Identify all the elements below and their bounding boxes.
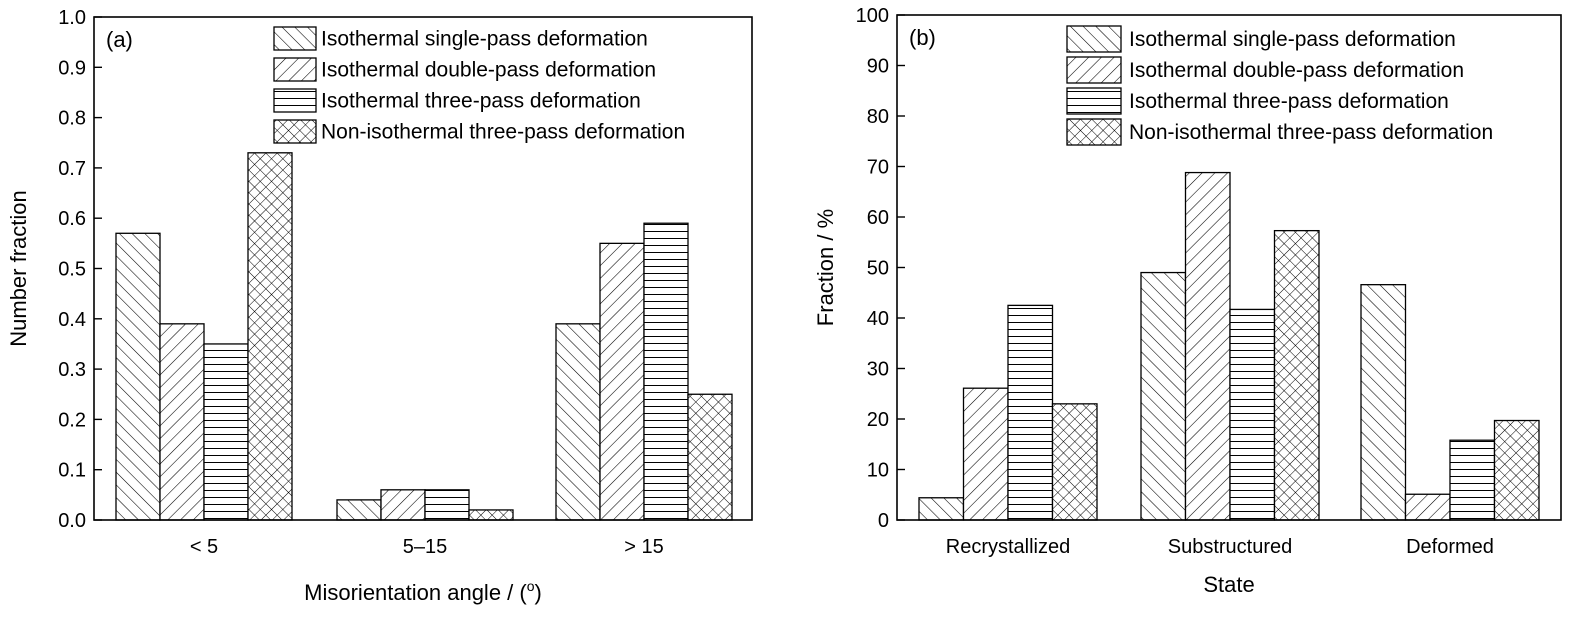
bar bbox=[1007, 304, 1054, 521]
legend-swatch bbox=[1066, 87, 1122, 115]
bar bbox=[1140, 271, 1187, 521]
y-tick-label: 0.8 bbox=[58, 108, 86, 130]
legend-label: Non-isothermal three-pass deformation bbox=[1129, 121, 1493, 144]
y-tick-label: 0 bbox=[878, 510, 889, 532]
bar bbox=[159, 323, 205, 521]
bar bbox=[203, 343, 249, 521]
bar bbox=[643, 222, 689, 521]
y-tick-label: 10 bbox=[867, 460, 889, 482]
legend-swatch bbox=[1066, 118, 1122, 146]
panel-label: (a) bbox=[106, 27, 133, 52]
legend-label: Non-isothermal three-pass deformation bbox=[321, 121, 685, 144]
x-axis-label-superscript: o bbox=[527, 578, 535, 594]
y-tick-label: 0.9 bbox=[58, 57, 86, 79]
bar bbox=[599, 242, 645, 521]
panel-label: (b) bbox=[909, 25, 936, 50]
y-tick-label: 0.2 bbox=[58, 409, 86, 431]
y-tick-label: 1.0 bbox=[58, 7, 86, 29]
bar bbox=[247, 152, 293, 521]
bar bbox=[115, 232, 161, 521]
y-axis-label: Fraction / % bbox=[813, 209, 838, 326]
x-tick-label: > 15 bbox=[624, 536, 663, 558]
bar bbox=[336, 499, 382, 521]
x-axis-label: Misorientation angle / (o) bbox=[304, 578, 542, 605]
y-tick-label: 0.4 bbox=[58, 309, 86, 331]
bar bbox=[918, 497, 965, 521]
legend-label: Isothermal single-pass deformation bbox=[321, 28, 648, 51]
bar bbox=[1404, 493, 1451, 521]
y-tick-label: 0.0 bbox=[58, 510, 86, 532]
x-axis-label-text: Misorientation angle / ( bbox=[304, 580, 527, 605]
y-tick-label: 50 bbox=[867, 258, 889, 280]
x-axis-label: State bbox=[1203, 572, 1254, 597]
legend-label: Isothermal three-pass deformation bbox=[1129, 90, 1449, 113]
y-tick-label: 80 bbox=[867, 106, 889, 128]
y-tick-label: 40 bbox=[867, 308, 889, 330]
y-tick-label: 0.1 bbox=[58, 460, 86, 482]
x-axis-label-close: ) bbox=[535, 580, 542, 605]
bar bbox=[962, 387, 1009, 521]
legend-label: Isothermal single-pass deformation bbox=[1129, 28, 1456, 51]
legend-swatch bbox=[273, 57, 317, 82]
legend-swatch bbox=[273, 119, 317, 144]
panel-b: 0 10 20 30 40 50 60 70 80 90 100 Recrystallized Subs… bbox=[813, 5, 1562, 597]
x-tick-label: 5–15 bbox=[403, 536, 448, 558]
y-axis-label: Number fraction bbox=[6, 190, 31, 347]
bar bbox=[555, 323, 601, 521]
bar bbox=[1449, 439, 1496, 521]
bar bbox=[1273, 229, 1320, 521]
y-tick-label: 30 bbox=[867, 359, 889, 381]
x-tick-label: Deformed bbox=[1406, 536, 1494, 558]
y-tick-label: 60 bbox=[867, 207, 889, 229]
bar bbox=[1493, 419, 1540, 521]
x-tick-label: < 5 bbox=[190, 536, 218, 558]
bar bbox=[424, 489, 470, 521]
legend-swatch bbox=[273, 26, 317, 51]
bar bbox=[380, 489, 426, 521]
y-tick-label: 20 bbox=[867, 409, 889, 431]
y-tick-label: 0.5 bbox=[58, 259, 86, 281]
y-tick-label: 0.7 bbox=[58, 158, 86, 180]
x-tick-label: Substructured bbox=[1168, 536, 1293, 558]
bar bbox=[1229, 308, 1276, 521]
bar bbox=[468, 509, 514, 521]
bar bbox=[687, 393, 733, 521]
panel-a: 0.0 0.1 0.2 0.3 0.4 0.5 0.6 0.7 0.8 0.9 1.0 < 5 5–15… bbox=[6, 7, 753, 605]
y-tick-label: 0.6 bbox=[58, 208, 86, 230]
y-tick-label: 100 bbox=[856, 5, 889, 27]
legend-label: Isothermal three-pass deformation bbox=[321, 90, 641, 113]
legend-swatch bbox=[1066, 25, 1122, 53]
legend-label: Isothermal double-pass deformation bbox=[321, 59, 656, 82]
bar bbox=[1360, 284, 1407, 521]
bar bbox=[1184, 171, 1231, 521]
y-tick-label: 90 bbox=[867, 56, 889, 78]
y-tick-label: 0.3 bbox=[58, 359, 86, 381]
y-tick-label: 70 bbox=[867, 157, 889, 179]
legend-swatch bbox=[273, 88, 317, 113]
legend-label: Isothermal double-pass deformation bbox=[1129, 59, 1464, 82]
bar bbox=[1051, 403, 1098, 521]
x-tick-label: Recrystallized bbox=[946, 536, 1070, 558]
legend-swatch bbox=[1066, 56, 1122, 84]
